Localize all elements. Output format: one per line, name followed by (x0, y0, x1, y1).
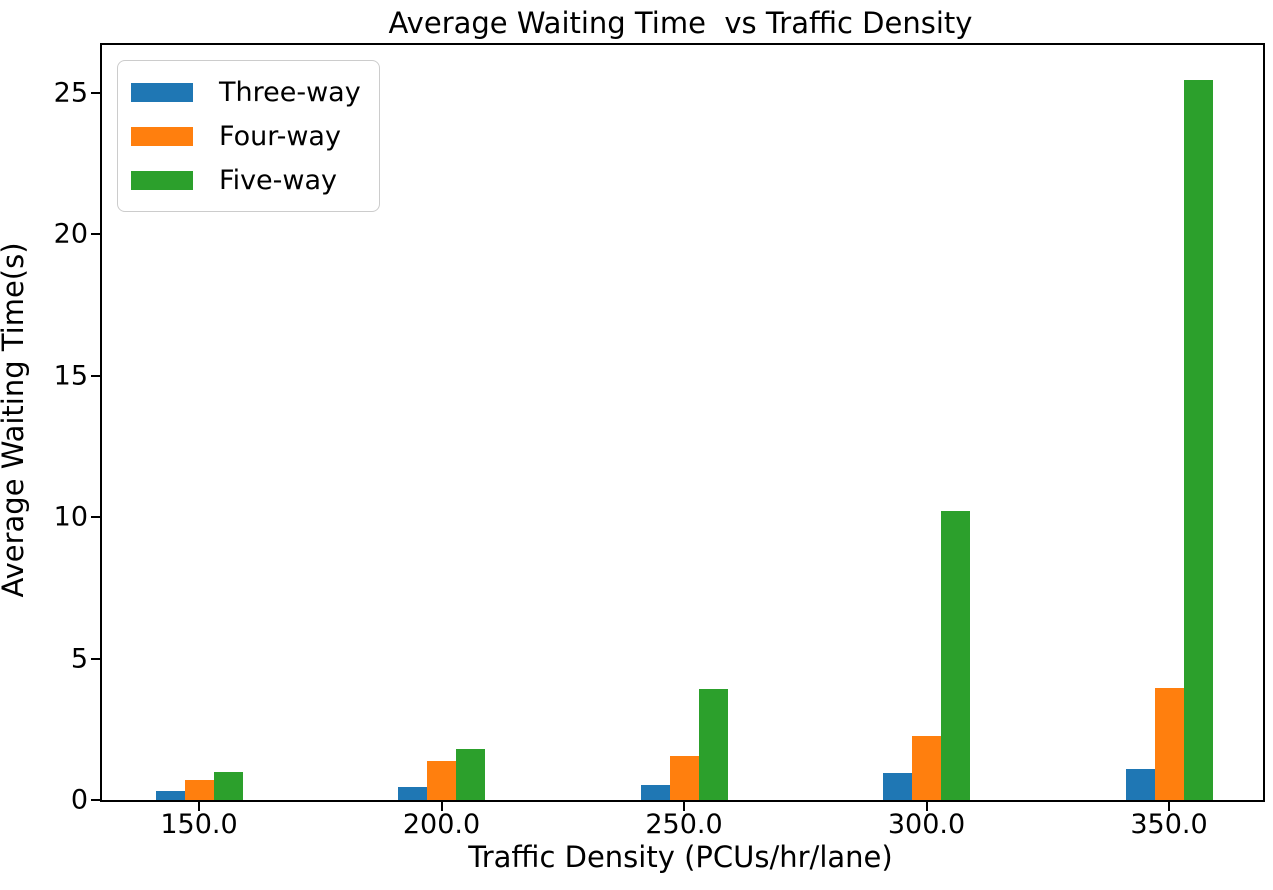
bar-five-way-300.0 (941, 510, 970, 800)
bar-four-way-300.0 (912, 735, 941, 800)
legend-swatch-five-way (131, 170, 193, 190)
bar-four-way-150.0 (184, 780, 214, 800)
bar-five-way-200.0 (456, 749, 485, 800)
bar-five-way-150.0 (213, 771, 243, 800)
bar-three-way-200.0 (398, 787, 427, 800)
y-tick-label: 0 (70, 784, 88, 816)
x-tick-label: 300.0 (887, 809, 966, 840)
legend-row: Five-way (131, 158, 361, 202)
legend-label-four-way: Four-way (219, 120, 341, 152)
legend-label-three-way: Three-way (219, 76, 361, 108)
y-tick-label: 20 (53, 218, 88, 250)
bar-three-way-150.0 (155, 790, 185, 800)
x-tick-label: 350.0 (1130, 809, 1208, 840)
bar-five-way-250.0 (698, 688, 728, 800)
legend-label-five-way: Five-way (219, 164, 338, 196)
bar-three-way-250.0 (640, 785, 670, 800)
bar-four-way-350.0 (1154, 687, 1184, 800)
bar-three-way-350.0 (1125, 769, 1155, 800)
y-tick-mark (91, 233, 100, 236)
legend-swatch-three-way (131, 82, 193, 102)
x-tick-mark (1168, 802, 1170, 811)
y-tick-mark (91, 92, 100, 95)
y-tick-label: 5 (70, 643, 88, 675)
y-tick-label: 15 (53, 360, 88, 392)
bar-three-way-300.0 (883, 772, 912, 800)
y-tick-mark (91, 657, 100, 660)
legend-row: Four-way (131, 114, 361, 158)
y-tick-mark (91, 374, 100, 377)
y-tick-mark (91, 516, 100, 519)
bar-four-way-200.0 (427, 761, 456, 800)
bar-five-way-350.0 (1183, 80, 1213, 800)
y-tick-label: 10 (53, 501, 88, 533)
legend-row: Three-way (131, 70, 361, 114)
plot-area: 0 5 10 15 20 25 150.0 200.0 250.0 300.0 350.0 Thr… (54, 43, 1265, 840)
x-tick-label: 200.0 (402, 809, 481, 840)
x-tick-mark (440, 802, 443, 811)
y-tick-label: 25 (53, 77, 88, 109)
x-tick-label: 250.0 (645, 809, 723, 840)
x-tick-label: 150.0 (160, 809, 238, 840)
y-tick-mark (91, 799, 100, 801)
bar-four-way-250.0 (669, 755, 699, 800)
y-axis-label: Average Waiting Time(s) (0, 242, 30, 598)
legend: Three-way Four-way Five-way (117, 60, 380, 212)
x-tick-mark (198, 802, 200, 811)
chart-title: Average Waiting Time vs Traffic Density (388, 6, 973, 40)
x-axis-label: Traffic Density (PCUs/hr/lane) (468, 840, 893, 874)
legend-swatch-four-way (131, 126, 193, 146)
x-tick-mark (683, 802, 685, 811)
x-tick-mark (925, 802, 928, 811)
